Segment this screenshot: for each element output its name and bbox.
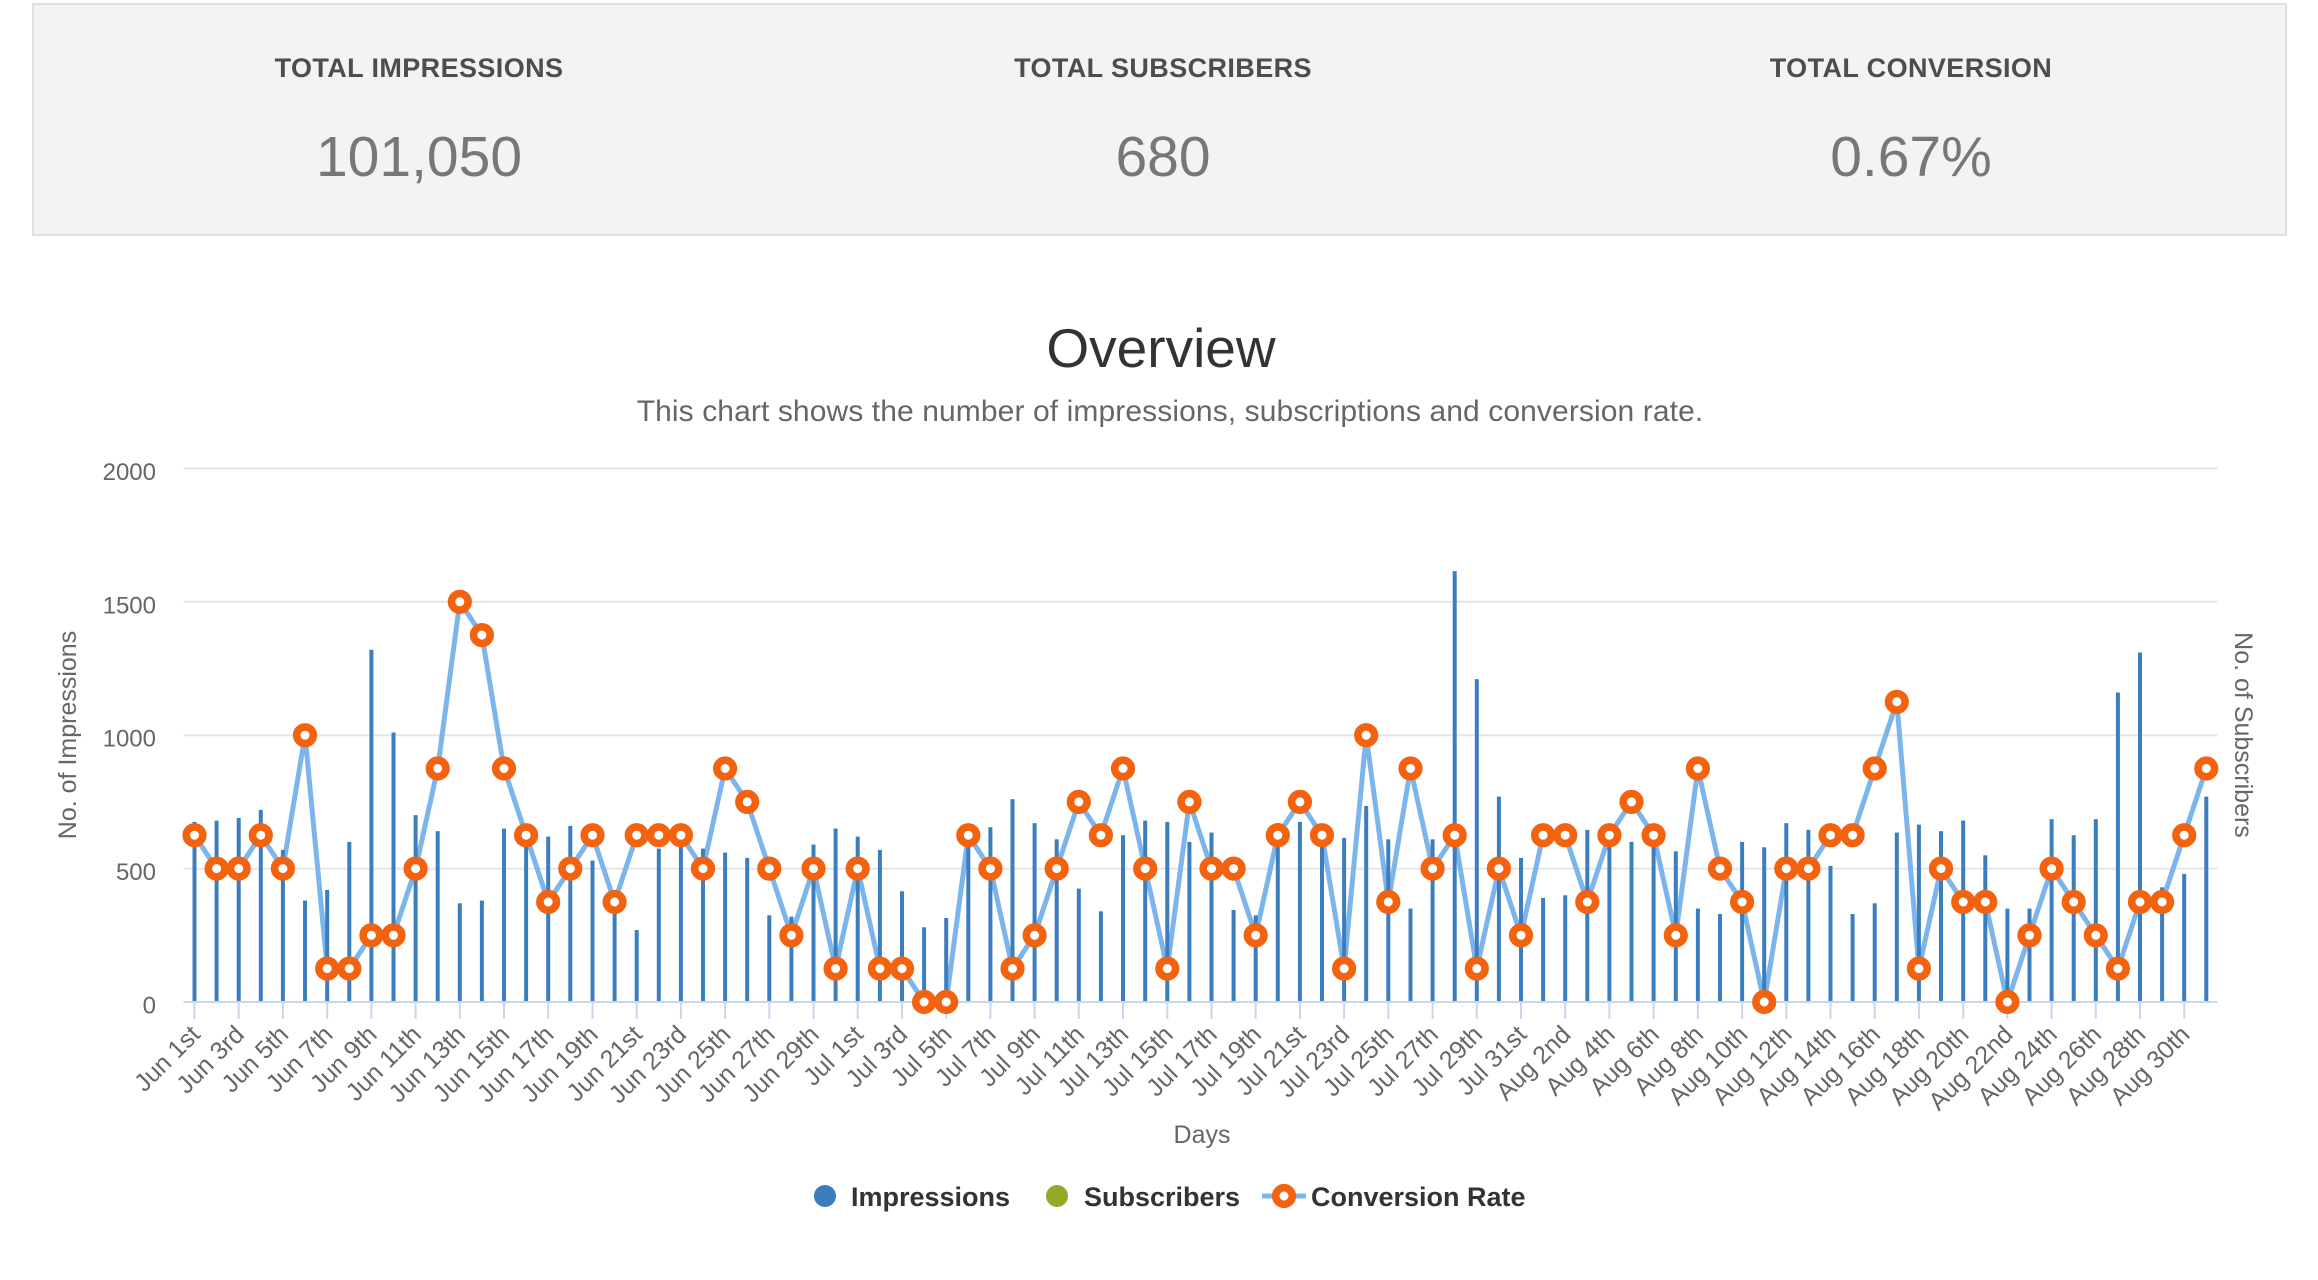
- svg-text:1500: 1500: [103, 592, 156, 619]
- svg-text:Overview: Overview: [1046, 317, 1275, 379]
- svg-text:Impressions: Impressions: [851, 1182, 1010, 1212]
- svg-text:No. of Subscribers: No. of Subscribers: [2229, 632, 2257, 838]
- svg-text:Days: Days: [1174, 1121, 1231, 1149]
- svg-text:Subscribers: Subscribers: [1084, 1182, 1240, 1212]
- svg-text:Conversion Rate: Conversion Rate: [1311, 1182, 1526, 1212]
- svg-text:1000: 1000: [103, 726, 156, 753]
- svg-text:500: 500: [116, 859, 156, 886]
- svg-text:0: 0: [143, 993, 156, 1020]
- svg-text:This chart shows the number of: This chart shows the number of impressio…: [637, 395, 1704, 428]
- svg-text:2000: 2000: [103, 459, 156, 486]
- svg-text:No. of Impressions: No. of Impressions: [54, 631, 82, 839]
